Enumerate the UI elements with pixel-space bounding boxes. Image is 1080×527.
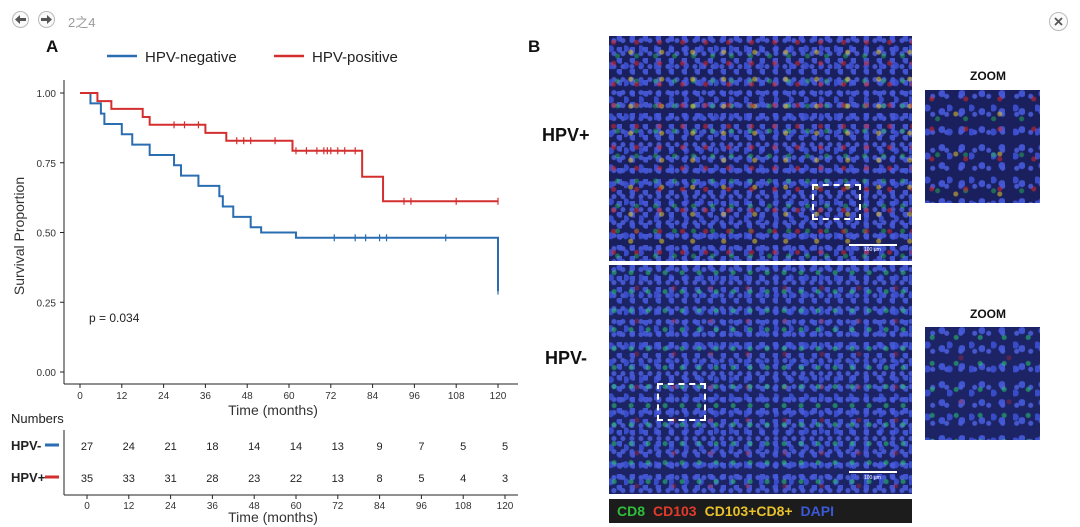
risk-value: 24 (123, 441, 135, 453)
stain-dapi: DAPI (800, 503, 834, 519)
survival-curve-hpv-positive (80, 92, 498, 203)
scale-bar (849, 471, 897, 473)
risk-x-axis-title: Time (months) (228, 509, 318, 525)
zoom-label-bottom: ZOOM (970, 307, 1006, 321)
x-axis-title: Time (months) (228, 402, 318, 418)
x-tick-label: 12 (116, 391, 128, 402)
risk-x-tick-label: 120 (497, 501, 514, 512)
risk-value: 33 (123, 473, 135, 485)
risk-x-tick-label: 60 (290, 501, 302, 512)
page-indicator: 2之4 (68, 15, 96, 30)
risk-value: 22 (290, 473, 302, 485)
x-tick-label: 0 (77, 391, 83, 402)
y-tick-label: 0.50 (37, 229, 57, 240)
stain-cd8: CD8 (617, 503, 646, 519)
risk-value: 5 (460, 441, 466, 453)
x-tick-label: 120 (490, 391, 507, 402)
stain-cd103-cd8: CD103+CD8+ (704, 503, 793, 519)
close-button[interactable] (1049, 12, 1068, 31)
x-tick-label: 48 (242, 391, 254, 402)
arrow-right-icon (41, 15, 52, 24)
close-icon (1054, 17, 1063, 26)
risk-value: 35 (81, 473, 93, 485)
zoom-region-box (812, 184, 861, 220)
panel-a-letter: A (46, 37, 59, 56)
scale-bar-label: 100 μm (864, 247, 881, 253)
risk-value: 14 (290, 441, 302, 453)
y-tick-label: 0.00 (37, 368, 57, 379)
arrow-left-icon (15, 15, 26, 24)
risk-value: 13 (332, 441, 344, 453)
stain-legend: CD8 CD103 CD103+CD8+ DAPI (609, 499, 912, 523)
x-tick-label: 96 (409, 391, 421, 402)
risk-value: 27 (81, 441, 93, 453)
risk-x-tick-label: 72 (332, 501, 344, 512)
risk-value: 4 (460, 473, 466, 485)
legend-label-hpv-negative: HPV-negative (145, 49, 237, 66)
risk-x-tick-label: 0 (84, 501, 90, 512)
x-tick-label: 24 (158, 391, 170, 402)
risk-value: 21 (164, 441, 176, 453)
risk-value: 13 (332, 473, 344, 485)
risk-value: 18 (206, 441, 218, 453)
p-value: p = 0.034 (89, 311, 140, 325)
risk-row-label-hpv-positive: HPV+ (11, 470, 46, 485)
zoom-image-hpv-negative (925, 327, 1040, 440)
survival-curve-hpv-negative (80, 92, 499, 292)
x-tick-label: 72 (325, 391, 337, 402)
risk-value: 31 (164, 473, 176, 485)
risk-x-tick-label: 96 (416, 501, 428, 512)
risk-value: 5 (502, 441, 508, 453)
risk-value: 8 (377, 473, 383, 485)
legend-label-hpv-positive: HPV-positive (312, 49, 398, 66)
scale-bar (849, 244, 897, 246)
risk-value: 5 (418, 473, 424, 485)
y-tick-label: 1.00 (37, 89, 57, 100)
x-tick-label: 108 (448, 391, 465, 402)
risk-value: 9 (377, 441, 383, 453)
risk-x-tick-label: 84 (374, 501, 386, 512)
prev-page-button[interactable] (12, 11, 29, 28)
risk-x-tick-label: 12 (123, 501, 135, 512)
survival-chart: HPV-negative HPV-positive 0.00 0.25 0.50 0.… (11, 49, 518, 525)
risk-x-tick-label: 108 (455, 501, 472, 512)
y-axis-title: Survival Proportion (11, 177, 27, 295)
panel-b-letter: B (528, 37, 541, 56)
stain-cd103: CD103 (653, 503, 697, 519)
risk-value: 23 (248, 473, 260, 485)
y-tick-label: 0.25 (37, 298, 57, 309)
x-tick-label: 84 (367, 391, 379, 402)
risk-row-label-hpv-negative: HPV- (11, 438, 41, 453)
risk-value: 28 (206, 473, 218, 485)
y-tick-label: 0.75 (37, 159, 57, 170)
risk-x-tick-label: 24 (165, 501, 177, 512)
x-tick-label: 60 (283, 391, 295, 402)
x-tick-label: 36 (200, 391, 212, 402)
scale-bar-label: 100 μm (864, 475, 881, 481)
micrograph-hpv-negative: 100 μm (609, 265, 912, 494)
numbers-title: Numbers (11, 411, 64, 426)
zoom-label-top: ZOOM (970, 69, 1006, 83)
risk-value: 14 (248, 441, 260, 453)
zoom-image-hpv-positive (925, 90, 1040, 203)
risk-value: 7 (418, 441, 424, 453)
micrograph-hpv-positive: 100 μm (609, 36, 912, 261)
row-label-hpv-negative: HPV- (545, 348, 588, 368)
risk-value: 3 (502, 473, 508, 485)
zoom-region-box (657, 383, 706, 421)
risk-x-tick-label: 48 (249, 501, 261, 512)
risk-x-tick-label: 36 (207, 501, 219, 512)
next-page-button[interactable] (38, 11, 55, 28)
row-label-hpv-positive: HPV+ (542, 125, 590, 145)
